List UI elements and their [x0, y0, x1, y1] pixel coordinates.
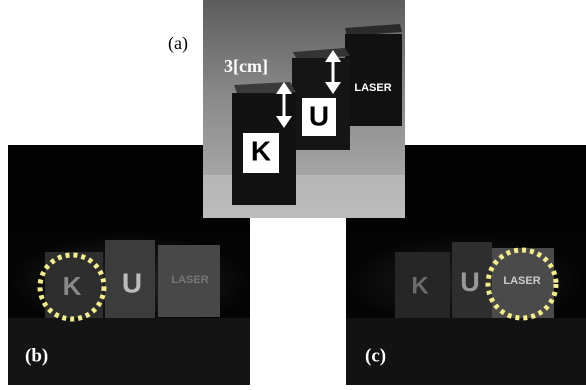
panel-label: (b) [25, 345, 48, 366]
letter: K [63, 271, 82, 301]
letter: U [309, 100, 329, 131]
dimension-annotation: 3[cm] [224, 56, 268, 76]
letter: K [251, 135, 271, 166]
panel-label: (a) [168, 33, 188, 54]
letter: LASER [503, 275, 540, 287]
letter: U [460, 267, 480, 297]
panel-a: (a) LASER U K 3[cm] [168, 0, 405, 218]
letter: K [411, 272, 429, 299]
panel-label: (c) [365, 345, 386, 366]
letter: LASER [354, 82, 391, 94]
page: K U LASER (b) K U LASER (c) (a) LASER U [0, 0, 586, 390]
letter: U [122, 267, 142, 298]
letter: LASER [171, 274, 208, 286]
figure: K U LASER (b) K U LASER (c) (a) LASER U [0, 0, 586, 390]
cube [345, 34, 402, 126]
